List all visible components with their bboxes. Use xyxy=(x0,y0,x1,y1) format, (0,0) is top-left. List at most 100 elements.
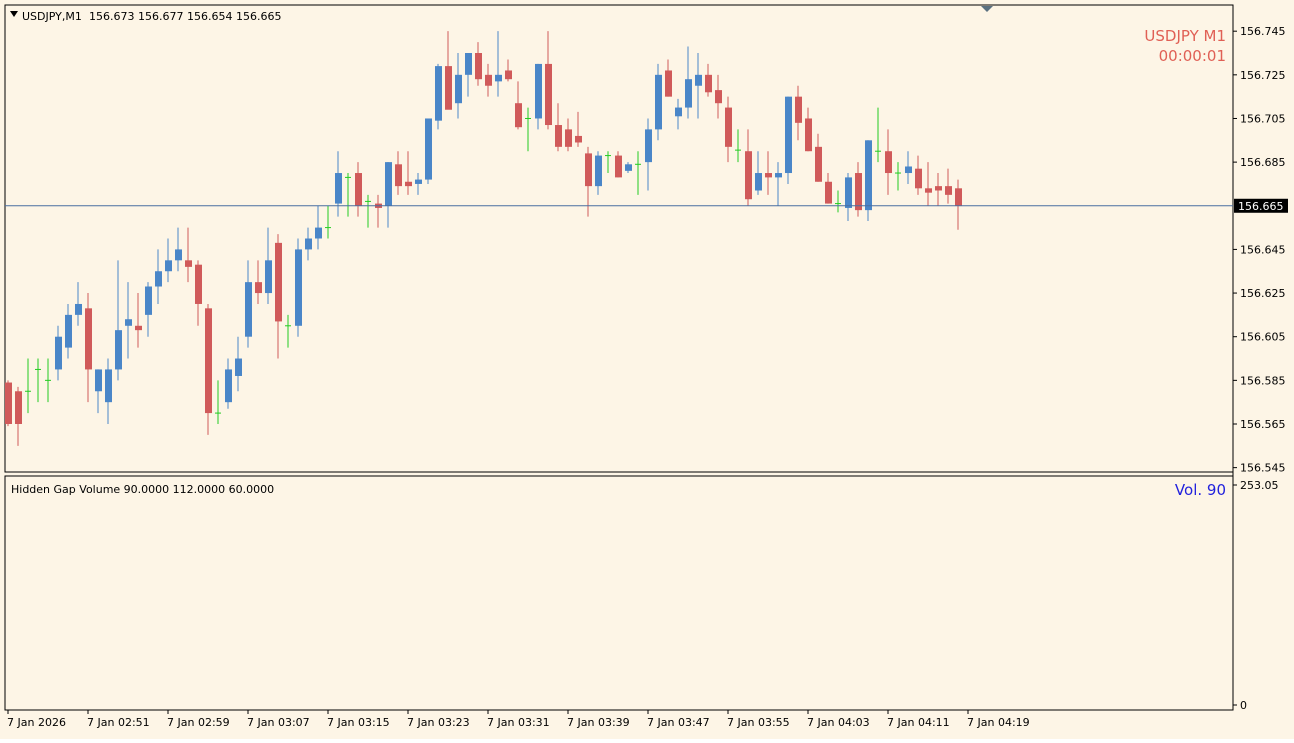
candle-body xyxy=(495,74,502,82)
candle xyxy=(195,260,202,326)
time-tick-label: 7 Jan 03:55 xyxy=(727,716,790,729)
candle xyxy=(725,96,732,163)
candle-body xyxy=(725,107,732,147)
time-axis: 7 Jan 2026 7 Jan 02:51 7 Jan 02:59 7 Jan 03… xyxy=(7,710,1030,729)
candle xyxy=(295,238,302,337)
candle xyxy=(885,129,892,195)
candle-body xyxy=(385,162,392,206)
candle-body xyxy=(785,96,792,174)
candle-body xyxy=(955,188,962,206)
price-tick-label: 156.725 xyxy=(1240,69,1286,82)
candle xyxy=(255,260,262,304)
candle-body xyxy=(85,308,92,370)
candle xyxy=(75,282,82,326)
candle xyxy=(465,53,472,97)
candle-body xyxy=(245,282,252,337)
candle xyxy=(15,386,22,446)
current-price-tag: 156.665 xyxy=(1234,198,1288,213)
candle-body xyxy=(565,129,572,147)
candle-timer: 00:00:01 xyxy=(1159,47,1226,65)
candle-body xyxy=(685,79,692,108)
symbol-info: USDJPY,M1 xyxy=(22,10,82,23)
candle-body xyxy=(305,238,312,250)
candle-body xyxy=(555,125,562,147)
candle-body xyxy=(155,271,162,287)
candle-body xyxy=(745,151,752,200)
candle xyxy=(495,31,502,97)
candle-body xyxy=(705,74,712,93)
candle xyxy=(515,81,522,130)
candle xyxy=(405,151,412,195)
candle-body xyxy=(205,308,212,414)
candle xyxy=(735,129,741,163)
candle-body xyxy=(515,103,522,128)
price-tick-label: 156.605 xyxy=(1240,331,1286,344)
candle-body xyxy=(925,188,932,193)
ohlc-readout: 156.673 156.677 156.654 156.665 xyxy=(89,10,281,23)
candle xyxy=(795,85,802,141)
candle xyxy=(145,282,152,337)
time-tick-label: 7 Jan 03:31 xyxy=(487,716,550,729)
candle-body xyxy=(195,264,202,304)
candle xyxy=(585,146,592,217)
candle xyxy=(115,260,122,381)
candle xyxy=(25,358,31,414)
candle xyxy=(555,103,562,152)
candle xyxy=(535,63,542,130)
price-tick-label: 156.745 xyxy=(1240,25,1286,38)
candle xyxy=(715,74,722,119)
candle xyxy=(945,168,952,204)
candle-body xyxy=(665,70,672,97)
candle xyxy=(635,151,641,195)
candle-body xyxy=(845,177,852,208)
candle-body xyxy=(105,369,112,403)
candle-body xyxy=(95,369,102,392)
candle-body xyxy=(75,303,82,315)
candle xyxy=(695,53,702,119)
candle xyxy=(775,162,782,206)
current-price-label: 156.665 xyxy=(1238,200,1284,213)
candle xyxy=(215,380,221,424)
candle xyxy=(125,282,132,359)
time-tick-label: 7 Jan 04:19 xyxy=(967,716,1030,729)
candle xyxy=(665,59,672,97)
candles xyxy=(5,31,962,446)
candle-body xyxy=(315,227,322,239)
candle-body xyxy=(825,181,832,204)
candle-body xyxy=(395,164,402,187)
candle-body xyxy=(615,155,622,178)
candle xyxy=(435,63,442,130)
shift-marker-icon[interactable] xyxy=(981,6,993,12)
candle-body xyxy=(125,319,132,326)
candle xyxy=(865,140,872,222)
candle xyxy=(175,227,182,272)
price-pane[interactable] xyxy=(4,4,1234,473)
candle xyxy=(35,358,41,403)
candle xyxy=(935,173,942,206)
volume-pane[interactable] xyxy=(4,475,1234,711)
candle xyxy=(285,314,291,348)
candle-body xyxy=(775,173,782,178)
time-tick-label: 7 Jan 03:47 xyxy=(647,716,710,729)
candle-body xyxy=(475,53,482,80)
candle xyxy=(825,173,832,204)
candle-body xyxy=(865,140,872,211)
time-tick-label: 7 Jan 02:59 xyxy=(167,716,230,729)
candle xyxy=(625,162,632,174)
candle xyxy=(905,151,912,184)
candle-body xyxy=(55,336,62,370)
chevron-down-icon[interactable] xyxy=(10,11,18,17)
time-tick-label: 7 Jan 2026 xyxy=(7,716,66,729)
candle xyxy=(645,118,652,191)
price-tick-label: 156.625 xyxy=(1240,287,1286,300)
candle-body xyxy=(275,242,282,322)
candle xyxy=(65,303,72,359)
price-tick-label: 156.685 xyxy=(1240,156,1286,169)
time-tick-label: 7 Jan 03:15 xyxy=(327,716,390,729)
time-tick-label: 7 Jan 04:11 xyxy=(887,716,950,729)
candle xyxy=(345,173,351,217)
candle-body xyxy=(175,249,182,261)
indicator-caption: Hidden Gap Volume 90.0000 112.0000 60.00… xyxy=(11,483,274,496)
candle xyxy=(505,59,512,82)
